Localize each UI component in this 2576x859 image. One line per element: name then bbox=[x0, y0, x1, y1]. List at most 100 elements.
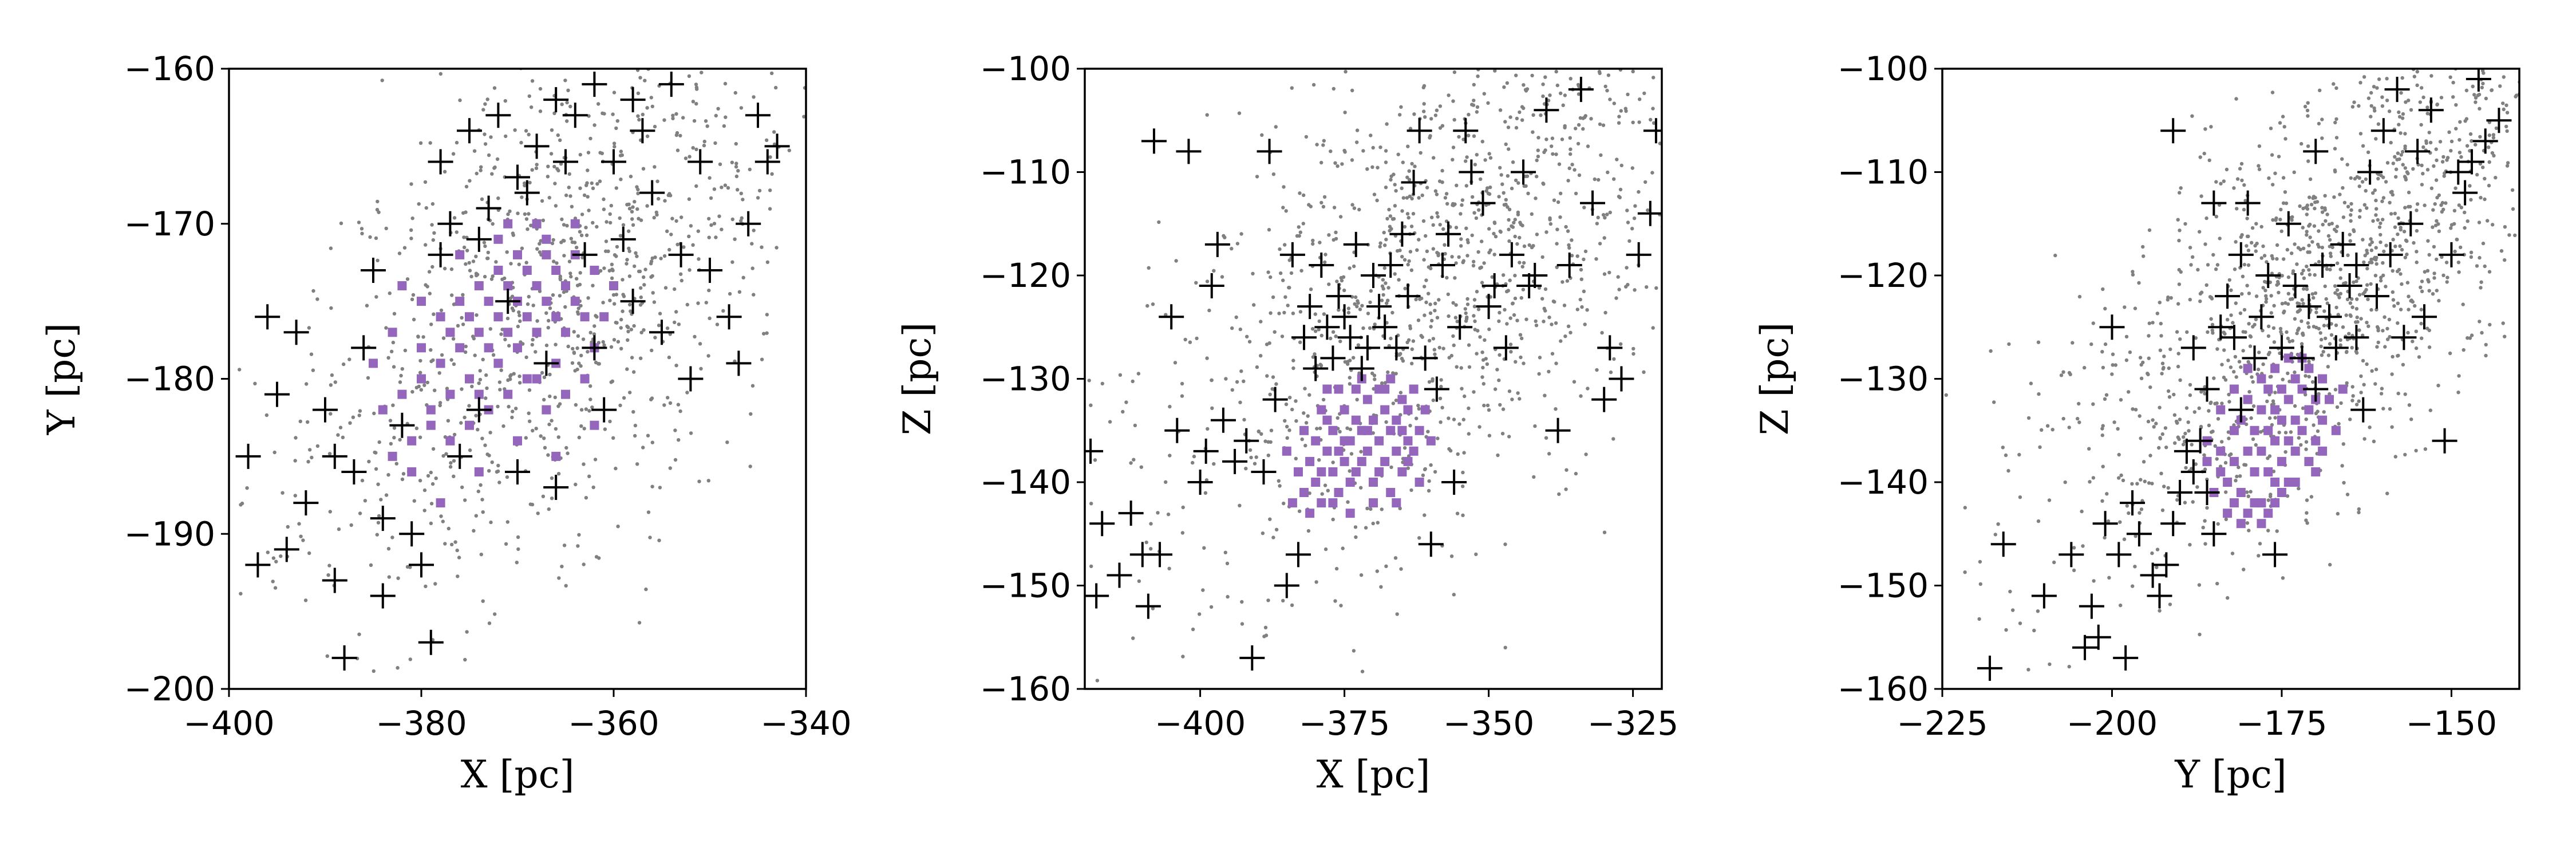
background-point bbox=[432, 312, 436, 316]
background-point bbox=[2176, 352, 2180, 356]
background-point bbox=[716, 107, 720, 111]
background-point bbox=[576, 306, 580, 310]
background-point bbox=[2324, 336, 2328, 341]
background-point bbox=[1378, 245, 1382, 249]
background-point bbox=[2456, 261, 2461, 265]
background-point bbox=[2419, 285, 2423, 289]
background-point bbox=[1504, 198, 1508, 202]
background-point bbox=[1333, 161, 1337, 165]
cross-point bbox=[2459, 149, 2484, 175]
background-point bbox=[1269, 311, 1273, 315]
background-point bbox=[2176, 218, 2180, 222]
background-point bbox=[730, 53, 734, 56]
background-point bbox=[1530, 212, 1534, 216]
background-point bbox=[748, 167, 752, 172]
background-point bbox=[1567, 166, 1571, 170]
background-point bbox=[587, 114, 591, 118]
background-point bbox=[2396, 301, 2400, 305]
background-point bbox=[1630, 29, 1634, 32]
background-point bbox=[527, 294, 531, 299]
background-point bbox=[2528, 150, 2531, 153]
background-point bbox=[1422, 102, 1426, 106]
background-point bbox=[2234, 479, 2238, 483]
background-point bbox=[2556, 137, 2559, 140]
background-point bbox=[534, 350, 538, 354]
background-point bbox=[479, 165, 483, 169]
background-point bbox=[690, 62, 694, 65]
background-point bbox=[714, 235, 718, 239]
background-point bbox=[2307, 268, 2311, 272]
background-point bbox=[704, 301, 709, 305]
cross-point bbox=[274, 537, 299, 562]
background-point bbox=[2309, 495, 2314, 499]
background-point bbox=[622, 396, 626, 400]
background-point bbox=[2404, 100, 2408, 104]
background-point bbox=[2338, 338, 2342, 342]
background-point bbox=[2346, 204, 2350, 208]
cross-point bbox=[764, 133, 790, 159]
cross-point bbox=[1297, 294, 1323, 320]
background-point bbox=[444, 452, 448, 456]
background-point bbox=[405, 565, 410, 569]
background-point bbox=[802, 115, 806, 119]
background-point bbox=[1757, 29, 1761, 32]
background-point bbox=[1515, 318, 1519, 322]
background-point bbox=[2226, 358, 2230, 362]
background-point bbox=[2142, 460, 2146, 464]
background-point bbox=[1151, 606, 1155, 610]
background-point bbox=[2235, 474, 2239, 479]
background-point bbox=[2177, 238, 2181, 243]
background-point bbox=[1586, 22, 1589, 26]
background-point bbox=[2387, 109, 2392, 113]
background-point bbox=[2199, 194, 2203, 198]
background-point bbox=[1319, 200, 1323, 205]
background-point bbox=[2151, 418, 2155, 422]
background-point bbox=[1627, 239, 1631, 243]
cross-point bbox=[2221, 325, 2247, 350]
background-point bbox=[575, 283, 580, 287]
background-point bbox=[609, 345, 614, 349]
background-point bbox=[538, 109, 543, 113]
background-point bbox=[475, 171, 479, 176]
background-point bbox=[2385, 337, 2390, 341]
background-point bbox=[1477, 425, 1481, 429]
background-point bbox=[2305, 287, 2309, 291]
cross-point bbox=[1441, 470, 1467, 495]
background-point bbox=[433, 388, 437, 392]
background-point bbox=[630, 356, 634, 360]
background-point bbox=[1533, 424, 1537, 428]
background-point bbox=[2348, 301, 2353, 305]
background-point bbox=[2107, 576, 2111, 580]
background-point bbox=[2134, 534, 2138, 538]
background-point bbox=[307, 551, 311, 555]
cross-point bbox=[1424, 376, 1449, 402]
background-point bbox=[447, 526, 451, 531]
background-point bbox=[399, 373, 403, 378]
background-point bbox=[2246, 249, 2251, 253]
background-point bbox=[1192, 454, 1196, 459]
cross-point bbox=[2452, 180, 2478, 206]
background-point bbox=[2501, 101, 2505, 105]
background-point bbox=[632, 324, 636, 328]
background-point bbox=[1416, 318, 1421, 322]
background-point bbox=[691, 100, 696, 104]
background-point bbox=[2336, 313, 2340, 317]
background-point bbox=[1759, 0, 1763, 3]
background-point bbox=[1420, 296, 1424, 301]
background-point bbox=[1612, 357, 1616, 361]
background-point bbox=[504, 542, 508, 546]
background-point bbox=[2399, 131, 2403, 135]
background-point bbox=[2368, 243, 2372, 247]
background-point bbox=[1475, 352, 1479, 356]
background-point bbox=[2439, 52, 2443, 55]
cross-point bbox=[1429, 252, 1455, 278]
background-point bbox=[2257, 554, 2261, 558]
background-point bbox=[2567, 121, 2571, 124]
background-point bbox=[396, 666, 400, 670]
background-point bbox=[1577, 173, 1582, 178]
background-point bbox=[600, 111, 605, 115]
background-point bbox=[1303, 387, 1307, 391]
background-point bbox=[1353, 525, 1358, 529]
background-point bbox=[748, 464, 752, 468]
background-point bbox=[544, 311, 548, 315]
